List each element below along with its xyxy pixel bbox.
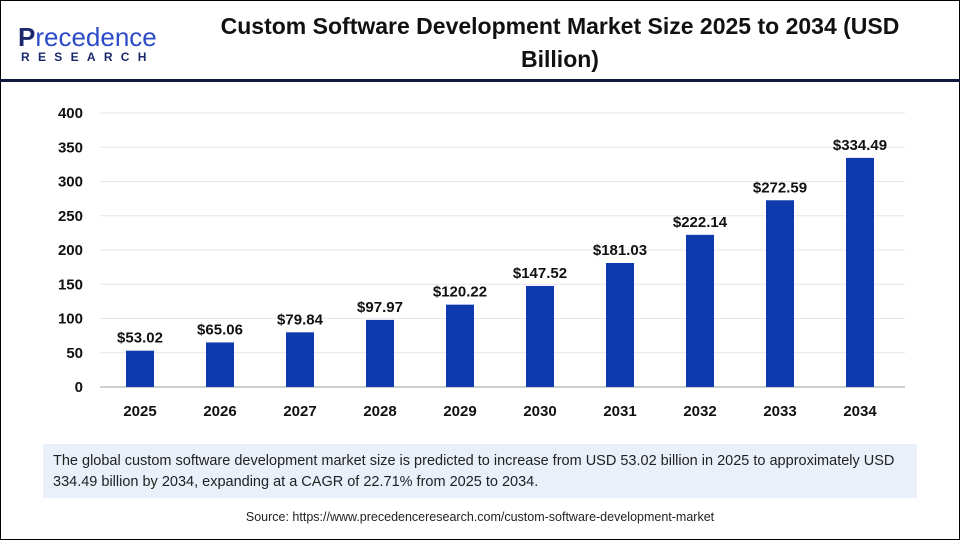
x-tick-label: 2027 bbox=[283, 403, 316, 420]
bar bbox=[126, 350, 154, 387]
bar bbox=[366, 319, 394, 387]
y-tick-label: 300 bbox=[58, 174, 83, 191]
y-tick-label: 250 bbox=[58, 208, 83, 225]
bar bbox=[206, 342, 234, 387]
y-tick-label: 350 bbox=[58, 139, 83, 156]
data-label: $79.84 bbox=[277, 311, 324, 328]
bar-chart: 0 50 100 150 200 250 300 350 400 $53.02 2025 $65.06… bbox=[58, 105, 905, 420]
bar bbox=[686, 234, 714, 387]
x-tick-label: 2031 bbox=[603, 403, 636, 420]
bar bbox=[286, 332, 314, 387]
chart-title: Custom Software Development Market Size … bbox=[220, 13, 900, 72]
data-label: $65.06 bbox=[197, 321, 243, 338]
bar bbox=[606, 262, 634, 387]
y-tick-label: 100 bbox=[58, 311, 83, 328]
data-label: $120.22 bbox=[433, 284, 487, 301]
data-label: $147.52 bbox=[513, 265, 567, 282]
data-label: $181.03 bbox=[593, 242, 647, 259]
logo-subtext: RESEARCH bbox=[21, 50, 155, 64]
x-tick-label: 2030 bbox=[523, 403, 556, 420]
y-tick-label: 150 bbox=[58, 276, 83, 293]
x-tick-label: 2026 bbox=[203, 403, 236, 420]
data-label: $222.14 bbox=[673, 214, 728, 231]
data-label: $53.02 bbox=[117, 330, 163, 347]
header-divider bbox=[0, 79, 960, 82]
x-tick-label: 2034 bbox=[843, 403, 877, 420]
bar bbox=[846, 157, 874, 387]
precedence-research-logo: Precedence RESEARCH bbox=[18, 22, 163, 64]
logo-text: recedence bbox=[35, 22, 157, 52]
y-tick-label: 400 bbox=[58, 105, 83, 122]
bar bbox=[526, 285, 554, 387]
x-tick-label: 2025 bbox=[123, 403, 156, 420]
logo-initial: P bbox=[18, 22, 36, 52]
y-tick-label: 50 bbox=[66, 345, 83, 362]
x-tick-label: 2028 bbox=[363, 403, 396, 420]
x-tick-label: 2029 bbox=[443, 403, 476, 420]
summary-note: The global custom software development m… bbox=[43, 444, 917, 498]
bar bbox=[446, 304, 474, 387]
y-tick-label: 200 bbox=[58, 242, 83, 259]
x-tick-label: 2033 bbox=[763, 403, 796, 420]
data-label: $334.49 bbox=[833, 137, 887, 154]
data-label: $97.97 bbox=[357, 299, 403, 316]
x-tick-label: 2032 bbox=[683, 403, 716, 420]
y-tick-label: 0 bbox=[75, 379, 83, 396]
bar bbox=[766, 200, 794, 387]
data-label: $272.59 bbox=[753, 179, 807, 196]
source-text: Source: https://www.precedenceresearch.c… bbox=[245, 510, 715, 524]
